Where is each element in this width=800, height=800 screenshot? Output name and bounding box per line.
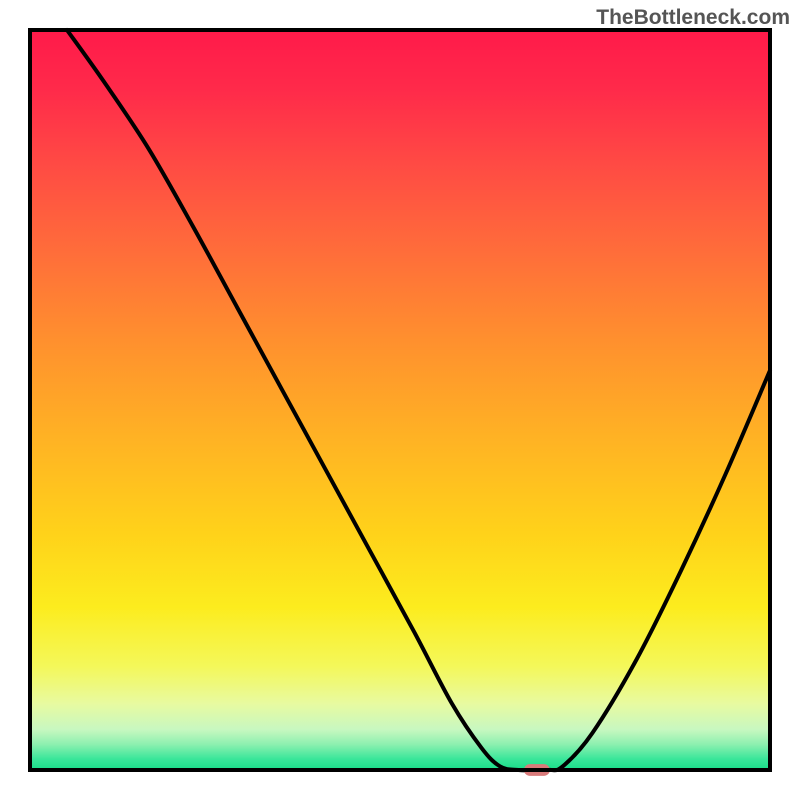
chart-container: TheBottleneck.com bbox=[0, 0, 800, 800]
bottleneck-chart bbox=[0, 0, 800, 800]
watermark-text: TheBottleneck.com bbox=[596, 6, 790, 30]
plot-background bbox=[30, 30, 770, 770]
